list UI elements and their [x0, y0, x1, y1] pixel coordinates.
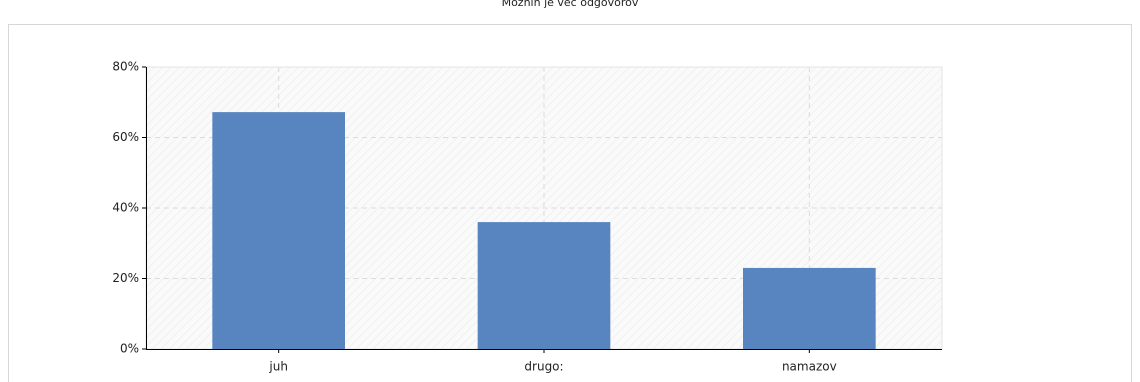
y-tick-label: 0% [120, 342, 139, 356]
bar [212, 112, 345, 350]
y-tick-label: 60% [112, 130, 139, 144]
y-tick-label: 40% [112, 201, 139, 215]
chart-title: Možnih je več odgovorov [502, 0, 639, 9]
y-tick-label: 20% [112, 271, 139, 285]
bars [212, 112, 876, 350]
x-tick-label: namazov [782, 360, 837, 374]
bar [477, 222, 611, 349]
x-tick-label: drugo: [524, 360, 563, 374]
frame [8, 24, 1132, 382]
bar [743, 267, 876, 349]
x-tick-label: juh [268, 360, 288, 374]
y-tick-label: 80% [112, 60, 139, 74]
